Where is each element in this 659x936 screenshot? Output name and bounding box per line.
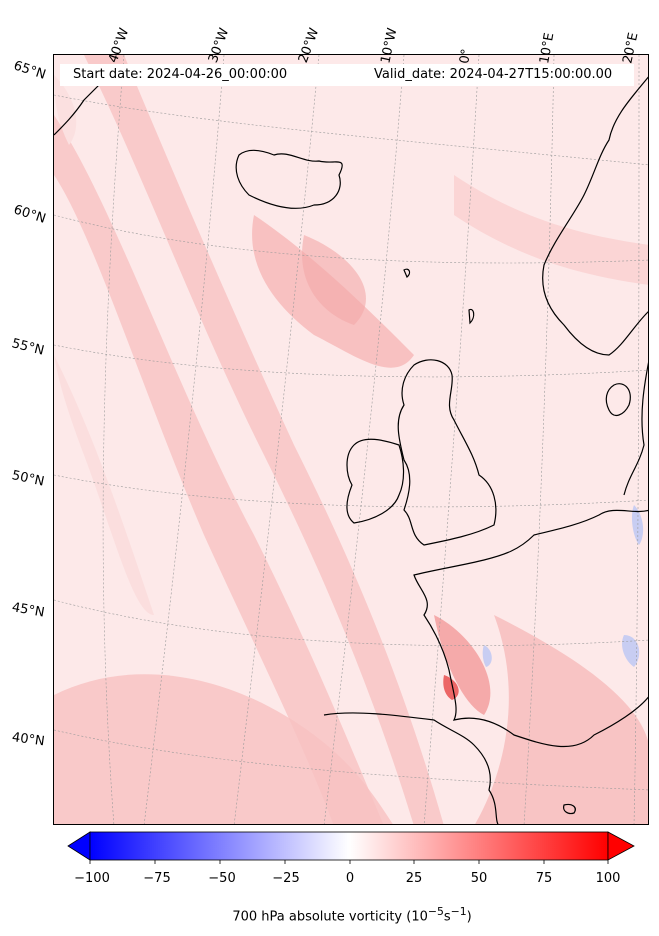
colorbar-tick-label: −75 bbox=[143, 871, 171, 886]
valid-date-label: Valid_date: 2024-04-27T15:00:00.00 bbox=[374, 67, 613, 82]
lat-label-50n: 50°N bbox=[10, 468, 46, 490]
info-bar bbox=[60, 64, 634, 86]
lon-label-0: 0° bbox=[457, 47, 475, 65]
graticule bbox=[54, 55, 648, 824]
iberia-coast bbox=[323, 712, 499, 824]
colorbar-min-extension bbox=[67, 831, 91, 861]
colorbar-tick-label: 100 bbox=[595, 871, 621, 886]
colorbar-tick-label: 75 bbox=[535, 871, 553, 886]
shetland-coast bbox=[468, 308, 475, 325]
colorbar-tick-label: −25 bbox=[272, 871, 300, 886]
denmark-coast bbox=[605, 383, 631, 417]
vorticity-map bbox=[54, 55, 648, 824]
norway-coast bbox=[542, 76, 648, 356]
start-date-label: Start date: 2024-04-26_00:00:00 bbox=[73, 67, 288, 82]
colorbar bbox=[67, 831, 635, 864]
vorticity-field bbox=[54, 55, 648, 824]
sweden-coast bbox=[623, 362, 648, 496]
lat-label-55n: 55°N bbox=[10, 336, 46, 359]
iceland-coast bbox=[235, 149, 343, 209]
map-panel bbox=[53, 54, 649, 825]
colorbar-label: 700 hPa absolute vorticity (10−5s−1) bbox=[232, 905, 472, 925]
colorbar-tick-label: 0 bbox=[345, 871, 355, 886]
colorbar-tick-label: 50 bbox=[470, 871, 488, 886]
ireland-coast bbox=[346, 438, 405, 524]
lat-label-65n: 65°N bbox=[11, 58, 48, 83]
colorbar-gradient bbox=[89, 831, 609, 861]
colorbar-tick-label: −100 bbox=[74, 871, 110, 886]
colorbar-tick-label: −50 bbox=[208, 871, 236, 886]
colorbar-tick-label: 25 bbox=[405, 871, 423, 886]
colorbar-max-extension bbox=[607, 831, 635, 861]
balearic-coast bbox=[563, 803, 576, 815]
great-britain-coast bbox=[397, 359, 497, 546]
faroe-coast bbox=[403, 268, 411, 278]
colorbar-tick-marks bbox=[89, 860, 609, 864]
lat-label-40n: 40°N bbox=[10, 730, 46, 750]
lat-label-60n: 60°N bbox=[11, 202, 48, 227]
continental-coast bbox=[413, 509, 648, 748]
lat-label-45n: 45°N bbox=[10, 600, 46, 621]
